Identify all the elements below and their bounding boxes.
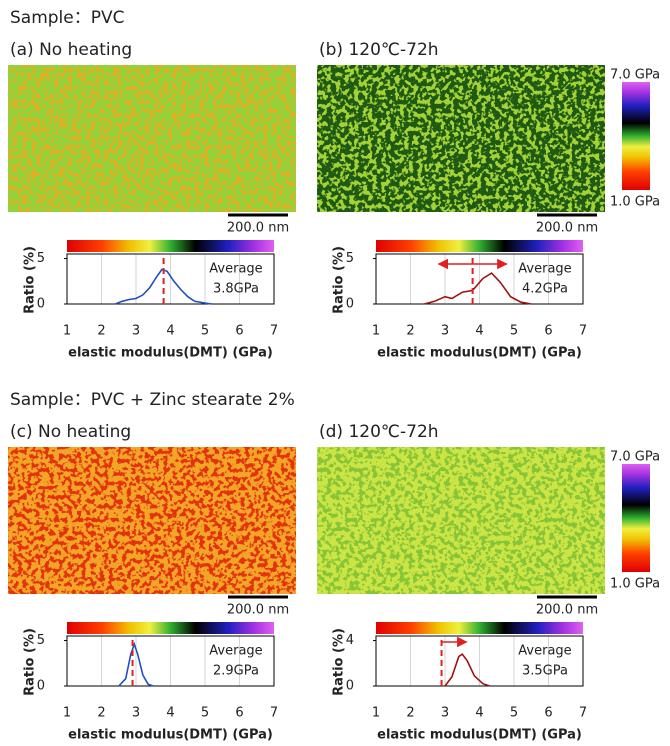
- x-tick-label: 5: [201, 324, 209, 339]
- average-label: 4.2GPa: [522, 282, 568, 297]
- colorbar: [622, 82, 650, 190]
- x-tick-label: 4: [475, 706, 483, 721]
- color-strip: [67, 622, 274, 634]
- map-speckle: [8, 65, 296, 212]
- sample-title: Sample：PVC + Zinc stearate 2%: [10, 390, 295, 410]
- scale-bar-label: 200.0 nm: [227, 603, 289, 618]
- annotation: Average: [518, 644, 571, 659]
- panel-title: (d) 120℃-72h: [319, 422, 439, 442]
- x-tick-label: 6: [544, 706, 552, 721]
- y-tick-label: 0: [346, 679, 354, 694]
- colorbar: [622, 464, 650, 572]
- y-axis-label: Ratio (%): [332, 246, 347, 314]
- histogram-line: [424, 272, 532, 305]
- histogram-line: [444, 653, 491, 687]
- x-tick-label: 6: [235, 706, 243, 721]
- map-speckle: [8, 447, 296, 594]
- colorbar-min: 1.0 GPa: [610, 195, 660, 210]
- color-strip: [376, 622, 583, 634]
- y-tick-label: 0: [346, 297, 354, 312]
- x-tick-label: 6: [544, 324, 552, 339]
- colorbar-max: 7.0 GPa: [610, 450, 660, 465]
- y-axis-label: Ratio (%): [332, 628, 347, 696]
- x-axis-label: elastic modulus(DMT) (GPa): [68, 728, 273, 743]
- x-tick-label: 1: [63, 324, 71, 339]
- average-label: 3.5GPa: [522, 664, 568, 679]
- scale-bar-label: 200.0 nm: [227, 221, 289, 236]
- panel-title: (b) 120℃-72h: [319, 40, 439, 60]
- plot-frame: [375, 253, 584, 305]
- x-tick-label: 6: [235, 324, 243, 339]
- x-tick-label: 7: [579, 324, 587, 339]
- panel-title: (a) No heating: [10, 40, 132, 60]
- annotation: Average: [518, 262, 571, 277]
- panel-title: (c) No heating: [10, 422, 131, 442]
- colorbar-min: 1.0 GPa: [610, 577, 660, 592]
- x-tick-label: 4: [166, 706, 174, 721]
- plot-frame: [66, 635, 275, 687]
- x-tick-label: 3: [132, 324, 140, 339]
- x-tick-label: 5: [510, 324, 518, 339]
- y-tick-label: 5: [37, 633, 45, 648]
- x-tick-label: 7: [579, 706, 587, 721]
- x-tick-label: 2: [406, 324, 414, 339]
- y-tick-label: 0: [37, 679, 45, 694]
- x-tick-label: 1: [372, 706, 380, 721]
- x-axis-label: elastic modulus(DMT) (GPa): [68, 346, 273, 361]
- y-tick-label: 4: [346, 633, 354, 648]
- x-tick-label: 2: [406, 706, 414, 721]
- plot-frame: [375, 635, 584, 687]
- map-speckle: [317, 65, 605, 212]
- x-tick-label: 1: [372, 324, 380, 339]
- colorbar-max: 7.0 GPa: [610, 68, 660, 83]
- x-tick-label: 2: [97, 324, 105, 339]
- y-tick-label: 0: [37, 297, 45, 312]
- x-tick-label: 5: [201, 706, 209, 721]
- x-tick-label: 3: [441, 706, 449, 721]
- y-tick-label: 5: [346, 251, 354, 266]
- x-tick-label: 7: [270, 324, 278, 339]
- x-axis-label: elastic modulus(DMT) (GPa): [377, 728, 582, 743]
- annotation: Average: [209, 262, 262, 277]
- scale-bar-label: 200.0 nm: [536, 221, 598, 236]
- histogram-line: [115, 268, 213, 305]
- x-tick-label: 4: [166, 324, 174, 339]
- x-tick-label: 3: [132, 706, 140, 721]
- x-axis-label: elastic modulus(DMT) (GPa): [377, 346, 582, 361]
- y-axis-label: Ratio (%): [23, 628, 38, 696]
- x-tick-label: 2: [97, 706, 105, 721]
- x-tick-label: 3: [441, 324, 449, 339]
- scale-bar-label: 200.0 nm: [536, 603, 598, 618]
- average-label: 2.9GPa: [213, 664, 259, 679]
- x-tick-label: 7: [270, 706, 278, 721]
- map-speckle: [317, 447, 605, 594]
- histogram-line: [118, 641, 154, 687]
- x-tick-label: 4: [475, 324, 483, 339]
- color-strip: [67, 240, 274, 252]
- y-axis-label: Ratio (%): [23, 246, 38, 314]
- average-label: 3.8GPa: [213, 282, 259, 297]
- y-tick-label: 5: [37, 251, 45, 266]
- color-strip: [376, 240, 583, 252]
- x-tick-label: 1: [63, 706, 71, 721]
- x-tick-label: 5: [510, 706, 518, 721]
- plot-frame: [66, 253, 275, 305]
- annotation: Average: [209, 644, 262, 659]
- sample-title: Sample：PVC: [10, 8, 125, 28]
